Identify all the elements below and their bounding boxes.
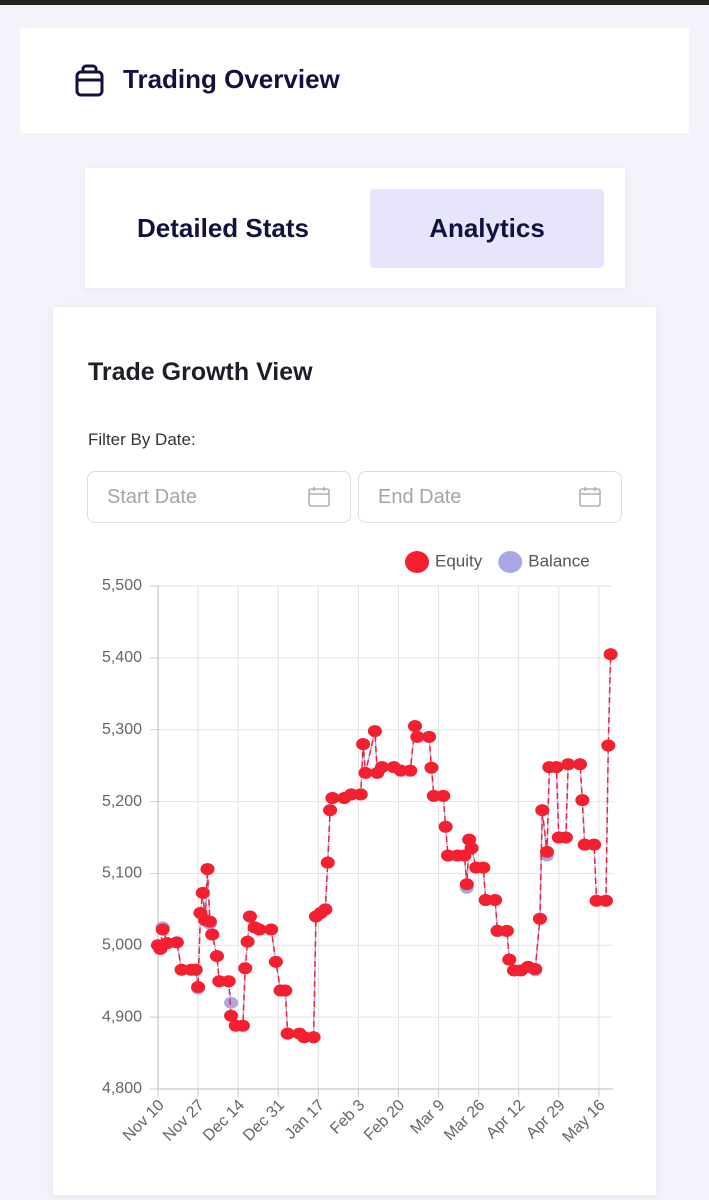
point [601, 739, 616, 752]
point [209, 950, 224, 963]
point [353, 788, 368, 801]
y-tick-label: 4,800 [102, 1080, 142, 1097]
point [252, 923, 267, 936]
point [278, 984, 293, 997]
point [502, 953, 517, 966]
calendar-icon [308, 487, 330, 507]
tab[interactable]: Detailed Stats [137, 213, 309, 243]
point [280, 1027, 295, 1040]
point [603, 648, 618, 661]
chart-card [53, 307, 656, 1195]
point [358, 766, 373, 779]
x-tick-label: Nov 27 [160, 1097, 208, 1145]
legend-label: Equity [435, 551, 483, 570]
x-tick-label: May 16 [560, 1097, 609, 1146]
legend-swatch [498, 551, 523, 573]
point [240, 935, 255, 948]
placeholder: Start Date [107, 486, 198, 508]
legend-label: Balance [528, 551, 589, 570]
header-title: Trading Overview [123, 64, 340, 94]
status-bar [0, 0, 709, 5]
point [224, 1009, 239, 1022]
x-tick-label: Mar 26 [441, 1097, 488, 1144]
point [224, 996, 239, 1009]
x-tick-label: Jan 17 [282, 1097, 328, 1143]
point [195, 886, 210, 899]
point [499, 924, 514, 937]
point [242, 910, 257, 923]
y-tick-label: 5,000 [102, 937, 142, 954]
point [191, 980, 206, 993]
point [476, 861, 491, 874]
point [587, 838, 602, 851]
point [356, 738, 371, 751]
calendar-icon [579, 487, 601, 507]
point [572, 758, 587, 771]
y-tick-label: 5,100 [102, 865, 142, 882]
card-title: Trade Growth View [88, 358, 313, 386]
point [374, 761, 389, 774]
point [205, 928, 220, 941]
point [221, 975, 236, 988]
point [323, 804, 338, 817]
point [238, 962, 253, 975]
point [488, 894, 503, 907]
start-date-input[interactable]: Start Date [87, 471, 351, 523]
placeholder: End Date [378, 486, 462, 508]
header-icon [75, 64, 104, 97]
header [20, 28, 689, 133]
end-date-input[interactable]: End Date [358, 471, 622, 523]
point [438, 820, 453, 833]
point [422, 730, 437, 743]
y-tick-label: 5,200 [102, 793, 142, 810]
point [424, 761, 439, 774]
point [318, 903, 333, 916]
point [535, 804, 550, 817]
point [436, 789, 451, 802]
point [155, 923, 170, 936]
point [403, 764, 418, 777]
point [169, 936, 184, 949]
point [188, 963, 203, 976]
point [598, 894, 613, 907]
point [202, 915, 217, 928]
point [410, 730, 425, 743]
y-tick-label: 5,500 [102, 577, 142, 594]
point [464, 842, 479, 855]
point [306, 1031, 321, 1044]
point [407, 720, 422, 733]
point [528, 962, 543, 975]
y-tick-label: 4,900 [102, 1008, 142, 1025]
x-tick-label: Feb 20 [361, 1097, 408, 1144]
tab-active[interactable]: Analytics [370, 189, 604, 268]
point [367, 725, 382, 738]
point [575, 794, 590, 807]
point [264, 923, 279, 936]
point [532, 912, 547, 925]
point [320, 856, 335, 869]
y-tick-label: 5,300 [102, 721, 142, 738]
point [200, 863, 215, 876]
point [549, 761, 564, 774]
legend-swatch [405, 551, 429, 573]
filter-label: Filter By Date: [88, 430, 196, 449]
point [561, 758, 576, 771]
point [539, 845, 554, 858]
point [235, 1019, 250, 1032]
x-tick-label: Dec 14 [200, 1097, 248, 1145]
point [459, 878, 474, 891]
x-tick-label: Nov 10 [120, 1097, 168, 1145]
x-tick-label: Apr 12 [483, 1097, 528, 1142]
point [325, 791, 340, 804]
x-tick-label: Dec 31 [240, 1097, 288, 1145]
point [268, 955, 283, 968]
point [558, 831, 573, 844]
y-tick-label: 5,400 [102, 649, 142, 666]
